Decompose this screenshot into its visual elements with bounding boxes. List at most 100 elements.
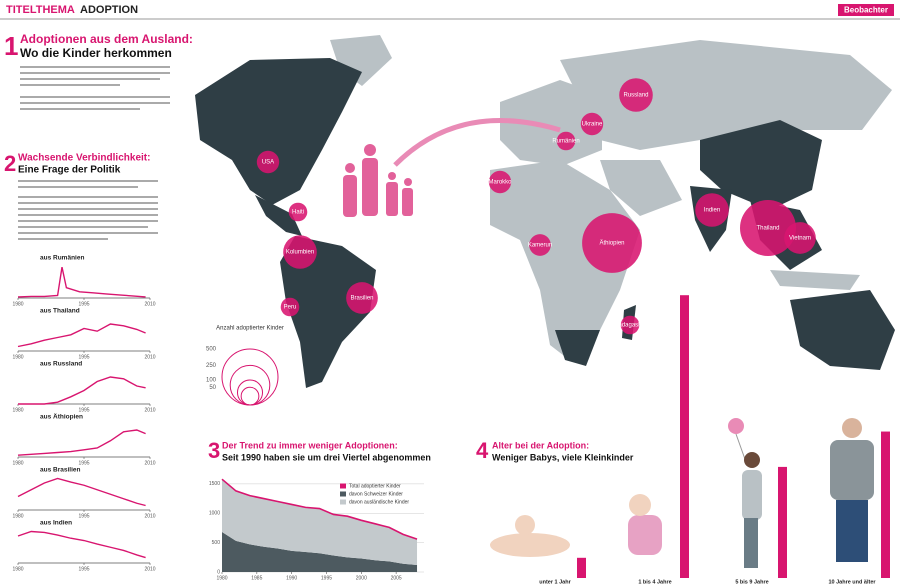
africa	[490, 160, 640, 362]
category-label: 5 bis 9 Jahre	[735, 579, 768, 585]
section: TITELTHEMA	[6, 4, 75, 16]
bubble	[256, 150, 280, 174]
family-silhouette	[343, 144, 413, 217]
mini-title: aus Äthiopien	[40, 413, 83, 421]
x-tick-label: 2010	[144, 354, 155, 360]
bubble-label: Peru	[284, 305, 297, 311]
mini-title: aus Indien	[40, 520, 72, 527]
x-tick-label: 2010	[144, 407, 155, 413]
bar	[881, 431, 890, 578]
x-tick-label: 1980	[12, 407, 23, 413]
bubble	[556, 131, 576, 151]
legend-label: Total adoptierter Kinder	[349, 483, 401, 489]
x-tick-label: 1995	[78, 301, 89, 307]
bubble	[620, 315, 640, 335]
line	[18, 376, 146, 405]
mini-charts: aus Rumänien 1980 1995 2010 aus Thailand 1980…	[12, 255, 155, 573]
bubble-label: Madagaskar	[613, 323, 646, 329]
brand: Beobachter	[844, 6, 888, 15]
category-label: unter 1 Jahr	[539, 579, 571, 585]
x-tick-label: 1995	[78, 407, 89, 413]
x-tick-label: 2000	[356, 575, 367, 581]
part-subtitle: Wo die Kinder herkommen	[20, 46, 172, 60]
x-tick-label: 1995	[78, 460, 89, 466]
bubble-label: Russland	[623, 93, 648, 99]
mini-title: aus Brasilien	[40, 467, 80, 474]
bubble-label: Rumänien	[552, 139, 579, 145]
russia	[560, 40, 892, 160]
part-title: Wachsende Verbindlichkeit:	[18, 153, 150, 164]
china	[700, 120, 822, 210]
x-tick-label: 1995	[78, 354, 89, 360]
legend-label: 500	[206, 347, 217, 353]
x-tick-label: 2010	[144, 301, 155, 307]
part-title: Adoptionen aus dem Ausland:	[20, 32, 193, 46]
line	[17, 530, 146, 559]
mini-title: aus Russland	[40, 361, 82, 368]
legend-swatch	[340, 491, 346, 497]
x-tick-label: 1995	[78, 566, 89, 572]
x-tick-label: 1980	[12, 460, 23, 466]
bubble	[346, 282, 378, 314]
x-tick-label: 1980	[12, 301, 23, 307]
brand-box	[838, 4, 894, 16]
part-number: 1	[4, 31, 18, 61]
middle-east	[600, 160, 682, 216]
age-chart: 4 Alter bei der Adoption: Weniger Babys, v…	[476, 295, 890, 585]
bubble	[784, 222, 816, 254]
x-tick-label: 1985	[251, 575, 262, 581]
x-tick-label: 1980	[216, 575, 227, 581]
y-tick-label: 500	[212, 540, 221, 546]
bubble-label: USA	[262, 160, 274, 166]
part-number: 4	[476, 438, 489, 463]
illustrations	[490, 418, 874, 568]
part-number: 3	[208, 438, 220, 463]
world-map	[195, 35, 895, 388]
bubble	[740, 200, 796, 256]
x-tick-label: 1980	[12, 513, 23, 519]
bubble	[695, 193, 729, 227]
bar	[577, 557, 586, 578]
bubble-label: Kolumbien	[286, 250, 314, 256]
bar	[680, 295, 689, 578]
mini-title: aus Thailand	[40, 308, 80, 315]
legend-label: 100	[206, 378, 217, 384]
mini-title: aus Rumänien	[40, 255, 84, 262]
part-title: Der Trend zu immer weniger Adoptionen:	[222, 440, 398, 450]
legend-swatch	[340, 483, 346, 489]
area	[222, 532, 418, 572]
x-tick-label: 1995	[321, 575, 332, 581]
north-america	[195, 58, 362, 205]
bubble-label: Thailand	[756, 226, 779, 232]
part-number: 2	[4, 151, 16, 176]
legend-title: Anzahl adoptierter Kinder	[216, 326, 284, 332]
topic: ADOPTION	[80, 4, 138, 16]
legend-label: 250	[206, 363, 217, 369]
australia	[790, 290, 895, 370]
body-text	[20, 66, 170, 110]
bubble-label: Kamerun	[528, 243, 552, 249]
bubble	[529, 234, 551, 256]
line	[17, 323, 146, 348]
line	[17, 429, 146, 456]
bubble-label: Äthiopien	[599, 240, 624, 247]
part-subtitle: Weniger Babys, viele Kleinkinder	[492, 452, 634, 462]
bubble-label: Ukraine	[582, 122, 603, 128]
part-subtitle: Eine Frage der Politik	[18, 165, 121, 176]
x-tick-label: 2010	[144, 460, 155, 466]
x-tick-label: 2010	[144, 566, 155, 572]
x-tick-label: 1995	[78, 513, 89, 519]
bubbles: USA Haiti Kolumbien Brasilien Peru Russland Uk…	[206, 78, 816, 406]
legend-label: 50	[209, 385, 216, 391]
x-tick-label: 1980	[12, 566, 23, 572]
x-tick-label: 1980	[12, 354, 23, 360]
y-tick-label: 1500	[209, 481, 220, 487]
central-america	[255, 195, 302, 236]
bubble	[288, 202, 308, 222]
line	[17, 266, 146, 298]
category-label: 1 bis 4 Jahre	[638, 579, 671, 585]
legend-label: davon ausländische Kinder	[349, 499, 409, 505]
line	[17, 477, 146, 507]
y-tick-label: 0	[217, 569, 220, 575]
bubble	[283, 235, 317, 269]
